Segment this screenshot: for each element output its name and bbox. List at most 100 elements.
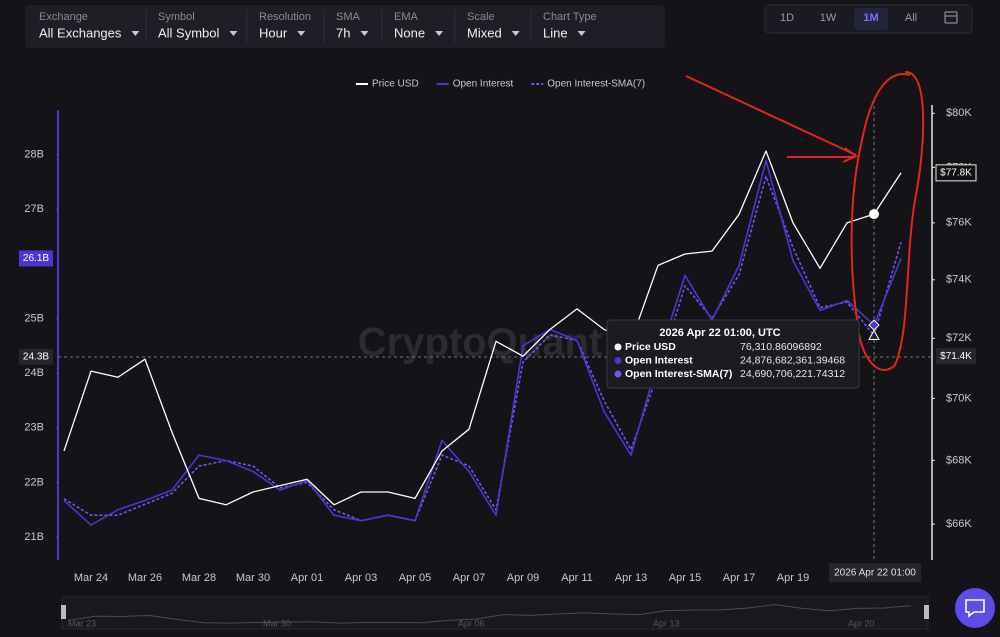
- tooltip-value: 76,310.86096892: [740, 341, 822, 353]
- y-tick-label: 27B: [24, 203, 44, 215]
- y-marker-box: [19, 250, 53, 267]
- tooltip-name: Open Interest: [625, 354, 693, 366]
- filter-value[interactable]: 7h: [336, 25, 350, 40]
- y2-marker-label: $77.8K: [940, 167, 972, 178]
- x-tick-label: Apr 19: [777, 572, 809, 584]
- y-tick-label: 24B: [24, 367, 44, 379]
- x-tick-label: Apr 03: [345, 572, 377, 584]
- dropdown-caret: [229, 31, 238, 36]
- range-button[interactable]: 1W: [820, 12, 837, 24]
- y-tick-label: 21B: [24, 531, 44, 543]
- navigator-label: Apr 13: [653, 618, 680, 628]
- x-tick-label: Mar 24: [74, 572, 108, 584]
- y2-tick-label: $72K: [946, 332, 972, 344]
- y2-marker-box: [936, 348, 976, 365]
- navigator[interactable]: [61, 596, 929, 630]
- y-tick-label: 23B: [24, 422, 44, 434]
- filter-value[interactable]: Hour: [259, 25, 288, 40]
- filter-label: Exchange: [39, 11, 88, 23]
- y2-tick-label: $66K: [946, 518, 972, 530]
- crosshair-x-box: [829, 563, 921, 582]
- y-tick-label: 22B: [24, 476, 44, 488]
- dropdown-caret: [577, 31, 586, 36]
- navigator-label: Mar 30: [263, 618, 291, 628]
- y-marker-label: 26.1B: [23, 253, 49, 264]
- x-tick-label: Apr 13: [615, 572, 647, 584]
- filter-value[interactable]: Line: [543, 25, 568, 40]
- tooltip-dot: [614, 357, 622, 364]
- range-button[interactable]: All: [905, 12, 917, 24]
- y-tick-label: 28B: [24, 149, 44, 161]
- y2-tick-label: $76K: [946, 217, 972, 229]
- toolbar: [25, 5, 665, 48]
- y2-tick-label: $68K: [946, 454, 972, 466]
- navigator-label: Apr 20: [848, 618, 875, 628]
- y2-marker-box: [935, 164, 977, 182]
- filter-label: SMA: [336, 11, 361, 23]
- x-tick-label: Apr 15: [669, 572, 701, 584]
- x-tick-label: Mar 30: [236, 572, 270, 584]
- filter-label: Resolution: [259, 11, 311, 23]
- y2-tick-label: $80K: [946, 107, 972, 119]
- tooltip-name: Open Interest-SMA(7): [625, 368, 732, 380]
- range-selected-bg: [854, 8, 888, 30]
- dropdown-caret: [297, 31, 306, 36]
- filter-label: Chart Type: [543, 11, 597, 23]
- y2-marker-label: $71.4K: [940, 351, 972, 362]
- watermark: CryptoQuant: [358, 321, 602, 365]
- x-tick-label: Mar 28: [182, 572, 216, 584]
- x-tick-label: Apr 17: [723, 572, 755, 584]
- dropdown-caret: [435, 31, 444, 36]
- plot: [63, 150, 902, 526]
- legend-label[interactable]: Open Interest: [453, 79, 514, 90]
- series-line: [63, 159, 902, 526]
- filter-value[interactable]: All Symbol: [158, 25, 220, 40]
- y-tick-label: 25B: [24, 312, 44, 324]
- filter-value[interactable]: None: [394, 25, 425, 40]
- dropdown-caret: [360, 31, 369, 36]
- chat-button[interactable]: [955, 588, 995, 628]
- filter-label: EMA: [394, 11, 419, 23]
- range-button[interactable]: 1D: [780, 12, 794, 24]
- tooltip: [606, 319, 860, 389]
- range-button[interactable]: 1M: [863, 12, 878, 24]
- navigator-handle[interactable]: [924, 605, 929, 619]
- hover-point: [868, 329, 880, 340]
- y2-tick-label: $70K: [946, 392, 972, 404]
- navigator-line: [67, 604, 912, 624]
- filter-label: Symbol: [158, 11, 195, 23]
- legend-label[interactable]: Price USD: [372, 79, 419, 90]
- series-line: [63, 175, 902, 522]
- hover-point: [869, 209, 879, 220]
- tooltip-name: Price USD: [625, 341, 676, 353]
- x-tick-label: Apr 11: [561, 572, 593, 584]
- red-annotation: [685, 70, 925, 371]
- x-tick-label: Apr 05: [399, 572, 431, 584]
- series-line: [63, 150, 902, 506]
- filter-value[interactable]: Mixed: [467, 25, 502, 40]
- x-tick-label: Apr 01: [291, 572, 323, 584]
- navigator-handle[interactable]: [61, 605, 66, 619]
- legend-label[interactable]: Open Interest-SMA(7): [547, 79, 645, 90]
- filter-value[interactable]: All Exchanges: [39, 25, 122, 40]
- dropdown-caret: [131, 31, 140, 36]
- hover-point: [868, 319, 880, 331]
- tooltip-value: 24,876,682,361.39468: [740, 354, 845, 366]
- x-tick-label: Mar 26: [128, 572, 162, 584]
- calendar-icon[interactable]: [944, 11, 958, 24]
- x-tick-label: Apr 07: [453, 572, 485, 584]
- tooltip-dot: [614, 370, 622, 378]
- filter-label: Scale: [467, 11, 495, 23]
- dropdown-caret: [511, 31, 520, 36]
- tooltip-value: 24,690,706,221.74312: [740, 368, 845, 380]
- navigator-label: Mar 23: [68, 618, 96, 628]
- crosshair-x-label: 2026 Apr 22 01:00: [834, 568, 916, 579]
- tooltip-dot: [614, 343, 622, 351]
- y-marker-label: 24.3B: [23, 351, 49, 362]
- chat-icon: [965, 599, 985, 618]
- navigator-label: Apr 06: [458, 618, 485, 628]
- tooltip-title: 2026 Apr 22 01:00, UTC: [659, 327, 780, 339]
